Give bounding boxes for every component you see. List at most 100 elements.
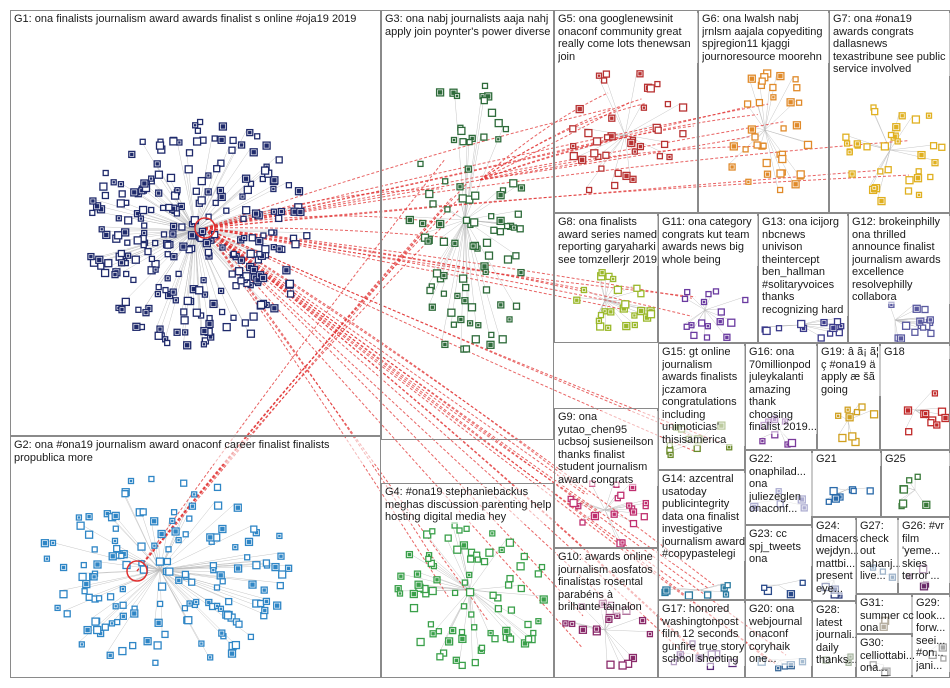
node-g1 [213,165,221,173]
node-g3 [444,206,451,213]
node-g6 [778,154,787,164]
node-g7 [915,168,922,175]
node-g3 [512,252,520,260]
inter-edge-g1-g10 [204,227,584,649]
inter-edge-g1-g11 [204,227,692,299]
edge [624,105,642,136]
node-avatar [171,290,175,294]
node-g1 [131,255,140,264]
node-avatar [838,495,842,499]
node-avatar [234,546,237,549]
node-avatar [430,305,434,309]
hub-node-g2 [126,560,148,582]
node-g1 [256,250,263,258]
node-g21 [850,487,857,495]
node-avatar [456,294,459,298]
node-avatar [42,541,48,546]
node-avatar [207,321,212,327]
node-g1 [261,245,270,254]
edge [441,219,466,292]
node-g1 [124,239,131,246]
node-avatar [749,127,755,132]
node-avatar [597,74,601,77]
node-avatar [928,318,932,322]
group-panel-g26: G26: #vr film 'yeme... skies terror'... [898,517,950,594]
inter-edge-g1-g10 [204,227,584,617]
edge [604,482,615,511]
node-g1 [228,270,236,278]
node-g6 [760,142,767,149]
node-avatar [134,324,139,329]
node-g6 [743,100,752,108]
node-avatar [208,535,213,540]
node-g1 [116,199,125,208]
node-g5 [614,169,622,178]
inter-edge-g3-g5 [479,92,609,181]
edge [604,508,631,511]
node-g1 [154,170,164,179]
node-g8 [646,310,656,319]
node-g4 [416,637,425,647]
node-g1 [206,314,213,322]
edge [464,219,500,336]
group-panel-g10: G10: awards online journalism aosfatos f… [554,548,658,678]
node-g1 [99,182,108,191]
edge [159,569,264,599]
node-g2 [278,570,287,579]
node-avatar [435,578,439,582]
edge [121,490,161,571]
node-g2 [247,633,255,641]
node-avatar [943,415,948,421]
edge [433,219,466,271]
group-panel-g19: G19: â ã¡ ã¦ ç #ona19 ä apply æ šã going [817,343,881,450]
node-avatar [644,501,647,505]
node-avatar [243,236,246,240]
node-avatar [135,212,140,216]
node-avatar [193,493,196,496]
node-g1 [275,214,283,223]
node-avatar [833,496,838,501]
edge [604,299,609,309]
node-g3 [509,179,518,188]
edge [877,149,891,170]
node-g3 [481,82,489,90]
edge [436,589,471,629]
node-avatar [195,600,198,604]
node-avatar [120,308,124,312]
edge [123,229,196,272]
edge [777,580,801,586]
node-g6 [762,158,771,168]
node-avatar [497,138,500,141]
node-avatar [461,543,467,548]
node-avatar [633,314,636,317]
edge [194,229,232,316]
edge [138,215,196,231]
inter-edge-g1-g6 [204,121,785,229]
edge [604,286,615,301]
node-g4 [491,635,499,643]
node-g1 [218,308,226,316]
node-g1 [154,331,163,340]
node-avatar [522,641,528,646]
edge [114,569,161,620]
node-g1 [164,339,171,347]
node-g7 [938,143,946,151]
node-g1 [117,249,126,258]
node-g5 [654,126,662,134]
node-g19 [838,433,847,443]
inter-edge-g1-g3 [204,227,447,238]
node-g1 [100,268,110,278]
node-g8 [637,290,645,298]
edge [894,316,928,321]
node-g7 [887,131,895,139]
inter-edge-g1-g15 [204,227,690,436]
node-g11 [727,318,736,327]
edge [704,309,725,335]
node-avatar [831,325,836,331]
group-label-g18: G18 [884,346,950,359]
node-avatar [572,144,575,148]
node-avatar [211,301,216,307]
node-g6 [769,83,777,92]
node-avatar [272,306,277,311]
node-avatar [664,588,669,593]
